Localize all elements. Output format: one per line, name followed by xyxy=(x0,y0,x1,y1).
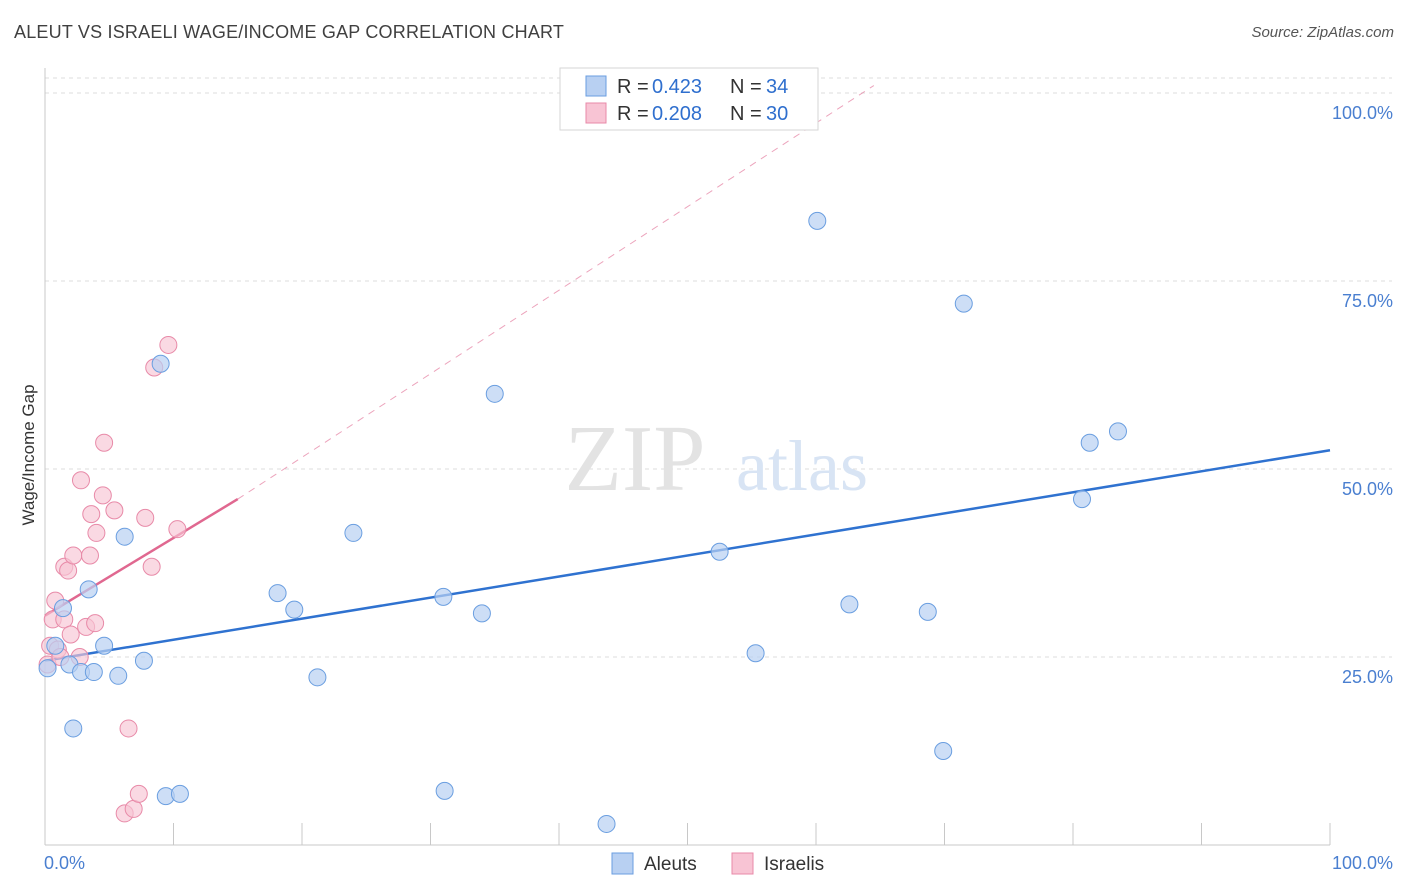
data-point-israelis xyxy=(129,784,148,803)
x-tick-label-max: 100.0% xyxy=(1332,853,1393,873)
data-point-aleuts xyxy=(934,742,953,761)
data-point-israelis xyxy=(61,625,80,644)
data-point-aleuts xyxy=(710,542,729,561)
data-point-israelis xyxy=(159,335,178,354)
data-point-aleuts xyxy=(746,644,765,663)
bottom-legend-label-israelis: Israelis xyxy=(764,854,824,875)
data-point-israelis xyxy=(136,508,155,527)
data-point-israelis xyxy=(80,546,99,565)
data-point-aleuts xyxy=(308,668,327,687)
data-point-aleuts xyxy=(46,636,65,655)
data-point-aleuts xyxy=(38,659,57,678)
stats-legend: R = 0.423 N = 34 R = 0.208 N = 30 xyxy=(559,67,819,131)
data-point-israelis xyxy=(119,719,138,738)
data-point-aleuts xyxy=(151,354,170,373)
data-point-aleuts xyxy=(344,523,363,542)
legend-r-value-aleuts: 0.423 xyxy=(652,76,702,98)
data-point-aleuts xyxy=(79,580,98,599)
data-point-aleuts xyxy=(109,666,128,685)
y-tick-label: 25.0% xyxy=(1342,667,1393,687)
data-point-aleuts xyxy=(840,595,859,614)
series-legend: Aleuts Israelis xyxy=(611,852,824,875)
y-tick-label: 100.0% xyxy=(1332,103,1393,123)
watermark: ZIP atlas xyxy=(565,407,868,511)
x-tick-label-min: 0.0% xyxy=(44,853,85,873)
data-point-israelis xyxy=(82,505,101,524)
series-israelis xyxy=(38,335,187,823)
data-point-aleuts xyxy=(808,211,827,230)
trend-lines xyxy=(44,85,1331,663)
data-point-aleuts xyxy=(472,604,491,623)
bottom-legend-swatch-aleuts xyxy=(611,852,634,875)
trend-line-israelis xyxy=(44,498,239,617)
y-tick-label: 50.0% xyxy=(1342,479,1393,499)
legend-swatch-aleuts xyxy=(585,75,607,97)
legend-n-value-israelis: 30 xyxy=(766,103,788,125)
y-tick-label: 75.0% xyxy=(1342,291,1393,311)
grid-lines xyxy=(45,77,1392,658)
data-point-aleuts xyxy=(170,784,189,803)
data-point-aleuts xyxy=(84,663,103,682)
data-point-israelis xyxy=(95,433,114,452)
data-point-aleuts xyxy=(485,384,504,403)
data-point-aleuts xyxy=(1080,433,1099,452)
data-point-israelis xyxy=(59,561,78,580)
bottom-legend-label-aleuts: Aleuts xyxy=(644,854,697,875)
data-point-aleuts xyxy=(1108,422,1127,441)
data-point-aleuts xyxy=(115,527,134,546)
data-point-aleuts xyxy=(434,587,453,606)
legend-r-value-israelis: 0.208 xyxy=(652,103,702,125)
data-point-israelis xyxy=(71,471,90,490)
trend-line-aleuts xyxy=(44,448,1331,663)
data-point-aleuts xyxy=(597,814,616,833)
data-point-aleuts xyxy=(954,294,973,313)
series-aleuts xyxy=(38,211,1127,833)
data-point-israelis xyxy=(64,546,83,565)
watermark-zip: ZIP xyxy=(565,407,706,511)
watermark-atlas: atlas xyxy=(736,426,868,506)
data-point-aleuts xyxy=(918,602,937,621)
data-point-aleuts xyxy=(64,719,83,738)
trend-line-israelis-extended xyxy=(237,85,875,500)
data-point-israelis xyxy=(87,523,106,542)
data-point-aleuts xyxy=(285,600,304,619)
data-point-aleuts xyxy=(268,584,287,603)
legend-n-value-aleuts: 34 xyxy=(766,76,788,98)
chart-source: Source: ZipAtlas.com xyxy=(1251,24,1394,41)
data-point-aleuts xyxy=(134,651,153,670)
data-point-aleuts xyxy=(95,636,114,655)
legend-r-label-aleuts: R = xyxy=(617,76,649,98)
y-axis-label: Wage/Income Gap xyxy=(19,384,38,525)
data-point-israelis xyxy=(105,501,124,520)
legend-swatch-israelis xyxy=(585,102,607,124)
data-point-israelis xyxy=(93,486,112,505)
legend-r-label-israelis: R = xyxy=(617,103,649,125)
data-point-aleuts xyxy=(1072,490,1091,509)
data-point-israelis xyxy=(142,557,161,576)
legend-n-label-israelis: N = xyxy=(730,103,762,125)
legend-n-label-aleuts: N = xyxy=(730,76,762,98)
data-point-israelis xyxy=(124,799,143,818)
bottom-legend-swatch-israelis xyxy=(731,852,754,875)
tick-labels: 25.0% 50.0% 75.0% 100.0% 0.0% 100.0% xyxy=(44,103,1393,873)
axes xyxy=(44,68,1331,846)
data-point-israelis xyxy=(86,614,105,633)
data-point-israelis xyxy=(168,520,187,539)
chart-title: ALEUT VS ISRAELI WAGE/INCOME GAP CORRELA… xyxy=(14,22,565,42)
data-point-aleuts xyxy=(435,781,454,800)
data-point-aleuts xyxy=(53,599,72,618)
